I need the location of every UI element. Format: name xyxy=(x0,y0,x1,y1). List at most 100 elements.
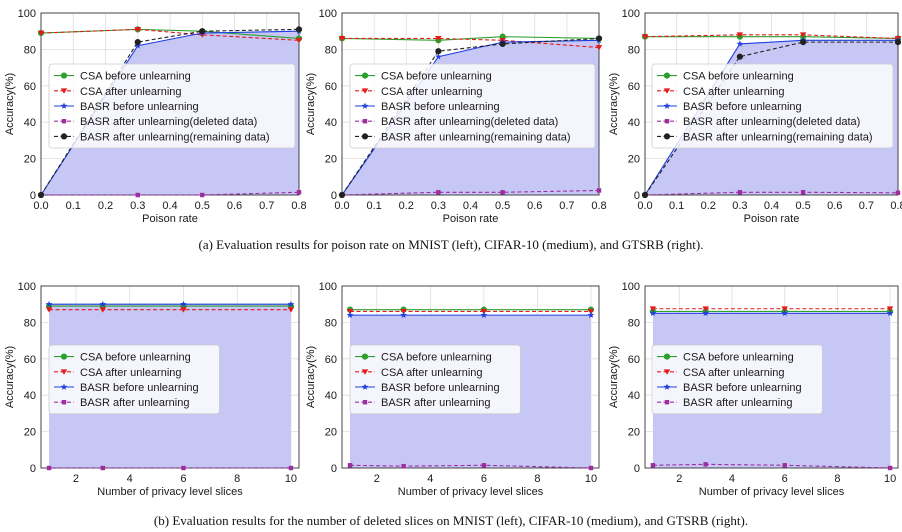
data-point-4-2 xyxy=(199,28,206,35)
data-point-2-2 xyxy=(180,300,187,308)
x-tick-label: 0.7 xyxy=(559,200,574,212)
legend-label-2: BASR before unlearning xyxy=(381,101,500,113)
data-point-4-2 xyxy=(499,40,506,48)
series-line-3 xyxy=(41,191,300,196)
legend-marker-0 xyxy=(60,353,68,360)
x-tick-label: 0.4 xyxy=(463,200,478,212)
x-axis-label: Poison rate xyxy=(142,213,198,225)
legend-box xyxy=(48,344,220,415)
chart-panel-a1: 0 20 40 60 80 100 0.0 0.1 0.2 0.3 0.4 0.5 0.6 0.7 0.8 P… xyxy=(4,8,307,225)
data-point-3-3 xyxy=(296,190,302,195)
x-tick-label: 8 xyxy=(834,473,840,485)
y-tick-label: 60 xyxy=(628,354,640,366)
data-point-1-0 xyxy=(641,34,649,40)
x-tick-label: 0.6 xyxy=(827,200,842,212)
x-tick-label: 0.2 xyxy=(701,200,716,212)
x-tick-label: 0.5 xyxy=(195,200,210,212)
x-tick-label: 0.5 xyxy=(795,200,810,212)
legend-label-2: BASR before unlearning xyxy=(80,101,199,113)
data-point-3-3 xyxy=(895,190,901,196)
y-tick-label: 0 xyxy=(30,463,36,475)
x-tick-label: 0.2 xyxy=(98,200,113,212)
x-tick-label: 0.1 xyxy=(66,200,81,212)
y-tick-label: 60 xyxy=(24,354,36,366)
legend-box xyxy=(651,63,894,149)
chart-panel-b3: 0 20 40 60 80 100 2 4 6 8 10 Number of privacy leve… xyxy=(608,281,899,498)
chart-panel-b1: 0 20 40 60 80 100 2 4 6 8 10 Number of privacy leve… xyxy=(4,281,300,498)
x-axis-label: Number of privacy level slices xyxy=(398,486,544,498)
y-tick-label: 80 xyxy=(24,44,36,56)
data-point-4-3 xyxy=(894,39,902,46)
y-axis-label: Accuracy(%) xyxy=(305,73,317,135)
data-point-2-0 xyxy=(346,311,354,318)
legend-label-0: CSA before unlearning xyxy=(80,352,191,364)
y-tick-label: 60 xyxy=(325,354,337,366)
x-tick-label: 0.0 xyxy=(334,200,349,212)
legend-label-0: CSA before unlearning xyxy=(683,71,794,83)
legend-marker-2 xyxy=(663,383,671,390)
y-axis-label: Accuracy(%) xyxy=(608,346,620,408)
data-point-1-3 xyxy=(287,307,295,313)
x-tick-label: 8 xyxy=(534,473,540,485)
x-tick-label: 4 xyxy=(729,473,735,485)
data-point-4-2 xyxy=(800,39,807,46)
legend: CSA before unlearning CSA after unlearnin… xyxy=(48,344,220,415)
data-point-3-2 xyxy=(181,465,186,471)
legend-box xyxy=(349,344,521,415)
y-tick-label: 40 xyxy=(628,390,640,402)
legend-marker-1 xyxy=(663,369,671,375)
chart-panel-b2: 0 20 40 60 80 100 2 4 6 8 10 Number of privacy leve… xyxy=(305,281,600,498)
legend-label-1: CSA after unlearning xyxy=(683,86,785,98)
series-line-0 xyxy=(341,36,600,41)
legend: CSA before unlearning CSA after unlearnin… xyxy=(349,63,596,149)
data-point-3-1 xyxy=(100,465,106,471)
legend-marker-2 xyxy=(361,102,369,109)
series-line-1 xyxy=(40,28,300,41)
legend-marker-3 xyxy=(664,118,670,124)
x-axis-label: Number of privacy level slices xyxy=(97,486,243,498)
data-point-3-2 xyxy=(481,463,487,468)
x-tick-label: 2 xyxy=(73,473,79,485)
y-tick-label: 0 xyxy=(634,190,640,202)
legend-marker-3 xyxy=(61,118,67,124)
data-point-3-1 xyxy=(737,190,743,195)
x-tick-label: 2 xyxy=(374,473,380,485)
legend-marker-2 xyxy=(60,383,68,390)
y-tick-label: 20 xyxy=(325,427,337,439)
y-axis-label: Accuracy(%) xyxy=(608,73,620,135)
legend-label-2: BASR before unlearning xyxy=(683,101,802,113)
legend-marker-2 xyxy=(663,102,671,109)
data-point-3-3 xyxy=(596,188,602,193)
data-point-1-0 xyxy=(45,307,53,313)
legend-label-1: CSA after unlearning xyxy=(80,367,182,379)
series-line-3 xyxy=(652,463,891,469)
data-point-1-0 xyxy=(37,30,45,36)
legend-label-0: CSA before unlearning xyxy=(80,71,191,83)
x-tick-label: 0.3 xyxy=(431,200,446,212)
data-point-2-3 xyxy=(587,311,595,318)
data-point-3-1 xyxy=(436,190,441,195)
x-tick-label: 0.1 xyxy=(366,200,381,212)
data-point-1-2 xyxy=(799,32,807,38)
data-point-3-2 xyxy=(200,192,205,198)
y-tick-label: 80 xyxy=(628,317,640,329)
caption-a: (a) Evaluation results for poison rate o… xyxy=(199,237,704,252)
x-tick-label: 6 xyxy=(481,473,487,485)
x-tick-label: 0.7 xyxy=(859,200,874,212)
y-tick-label: 80 xyxy=(24,317,36,329)
legend-marker-2 xyxy=(361,383,369,390)
data-point-3-0 xyxy=(46,465,52,471)
legend: CSA before unlearning CSA after unlearnin… xyxy=(651,344,823,415)
series-line-1 xyxy=(644,34,899,40)
y-tick-label: 40 xyxy=(325,390,337,402)
legend-marker-2 xyxy=(60,102,68,109)
y-tick-label: 60 xyxy=(628,81,640,93)
y-axis-label: Accuracy(%) xyxy=(305,346,317,408)
x-tick-label: 0.0 xyxy=(33,200,48,212)
data-point-4-1 xyxy=(134,39,141,46)
legend-marker-1 xyxy=(361,369,369,375)
legend-marker-0 xyxy=(60,72,68,79)
legend-label-4: BASR after unlearning(remaining data) xyxy=(80,131,270,143)
data-point-2-1 xyxy=(736,40,744,47)
